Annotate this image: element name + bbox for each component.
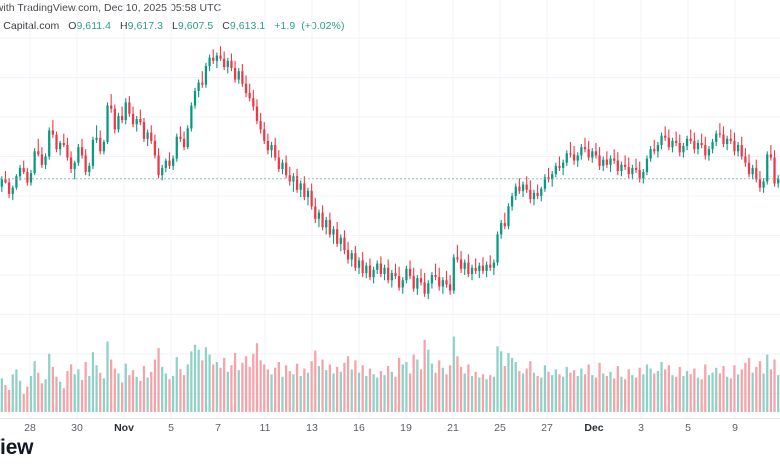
time-axis-tick: 3 bbox=[638, 422, 644, 434]
time-axis-tick: 25 bbox=[494, 422, 506, 434]
legend-low-value: 9,607.5 bbox=[177, 20, 214, 32]
time-axis-tick: 19 bbox=[400, 422, 412, 434]
legend-close: C9,613.1 bbox=[222, 20, 265, 32]
legend-low: L9,607.5 bbox=[172, 20, 213, 32]
legend-open: O9,611.4 bbox=[68, 20, 111, 32]
time-axis-tick: 13 bbox=[306, 422, 318, 434]
time-axis-tick: 11 bbox=[259, 422, 271, 434]
legend-high-value: 9,617.3 bbox=[127, 20, 164, 32]
time-axis-tick: 16 bbox=[353, 422, 365, 434]
candlestick-plot[interactable] bbox=[0, 0, 780, 418]
legend-source: Capital.com bbox=[3, 20, 60, 32]
time-axis-tick: 9 bbox=[732, 422, 738, 434]
time-axis-tick: 5 bbox=[685, 422, 691, 434]
time-axis-tick: 28 bbox=[24, 422, 36, 434]
volume-bars bbox=[0, 336, 780, 412]
legend-change: +1.9 bbox=[274, 20, 296, 32]
time-axis-tick: 21 bbox=[447, 422, 459, 434]
time-axis-tick: 27 bbox=[541, 422, 553, 434]
grid-lines bbox=[0, 0, 780, 418]
legend-open-key: O bbox=[68, 20, 77, 32]
time-axis-tick: 5 bbox=[168, 422, 174, 434]
legend-low-key: L bbox=[172, 20, 178, 32]
tradingview-attribution: ted with TradingView.com, Dec 10, 2025 0… bbox=[0, 2, 222, 14]
time-axis-tick: 30 bbox=[71, 422, 83, 434]
time-axis[interactable]: 28 30 Nov 5 7 11 13 16 19 21 25 27 Dec 3 5 9 bbox=[0, 418, 780, 442]
legend-open-value: 9,611.4 bbox=[76, 20, 112, 32]
time-axis-tick: Dec bbox=[584, 422, 604, 434]
time-axis-tick: 7 bbox=[215, 422, 221, 434]
tradingview-watermark: gView bbox=[0, 436, 34, 459]
time-axis-rule bbox=[0, 418, 780, 419]
legend-close-key: C bbox=[222, 20, 230, 32]
legend-close-value: 9,613.1 bbox=[229, 20, 266, 32]
time-axis-tick: Nov bbox=[114, 422, 134, 434]
candlesticks bbox=[0, 46, 780, 299]
